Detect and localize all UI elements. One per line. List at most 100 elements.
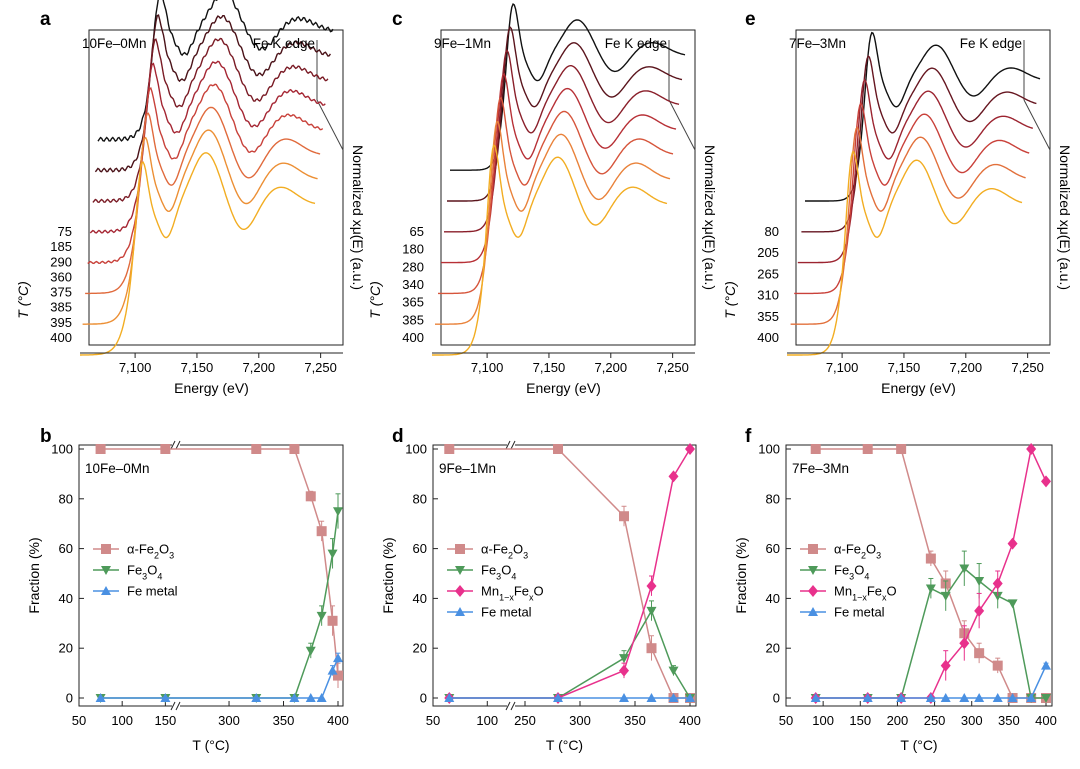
- data-point-triangle-down-marker: [668, 666, 679, 676]
- temperature-label: 365: [402, 295, 424, 310]
- data-point-square-marker: [289, 444, 300, 454]
- sample-label: 9Fe–1Mn: [434, 36, 491, 51]
- legend-label: Mn1−xFexO: [834, 584, 897, 603]
- text-run: O: [534, 584, 544, 599]
- data-point-diamond-marker: [808, 585, 818, 597]
- series-triangle-up: [95, 652, 343, 702]
- sample-label: 10Fe–0Mn: [82, 36, 147, 51]
- xanes-panel-c: c 65 180 280 340 365 385 400 T (°C) 7,100 7,150 7,2…: [367, 3, 718, 396]
- text-run: 2: [508, 551, 513, 561]
- y-axis-label: Normalized xμ(E) (a.u.): [702, 145, 718, 290]
- fraction-panel-d: d 0 20 40 60 80 100 50 100 250 300 350 400 T (°C) Frac…: [380, 426, 701, 753]
- y-tick-label: 0: [420, 691, 427, 706]
- legend-entry: Fe3O4: [93, 563, 162, 582]
- axis-break-mark: [175, 440, 181, 450]
- text-run: Mn: [834, 584, 852, 599]
- data-point-triangle-up-marker: [896, 693, 907, 702]
- spectrum-line-340: [441, 72, 677, 264]
- plot-frame: [795, 29, 1051, 346]
- panel-letter-d: d: [392, 426, 404, 447]
- spectrum-line-205: [801, 54, 1037, 233]
- x-tick-label: 50: [72, 713, 86, 728]
- legend-entry: Fe3O4: [800, 563, 869, 582]
- x-axis-label: T (°C): [900, 737, 937, 753]
- text-run: 3: [876, 551, 881, 561]
- text-run: Fe: [834, 563, 849, 578]
- temperature-label: 355: [757, 309, 779, 324]
- sample-label: 7Fe–3Mn: [789, 36, 846, 51]
- spectrum-line-375: [87, 83, 324, 265]
- data-point-triangle-down-marker: [305, 646, 316, 656]
- series-square: [95, 444, 343, 689]
- data-point-square-marker: [925, 553, 936, 564]
- y-tick-label: 60: [413, 541, 427, 556]
- x-axis-label: Energy (eV): [881, 380, 956, 396]
- sample-label: 10Fe–0Mn: [85, 461, 150, 476]
- y-tick-label: 80: [766, 491, 780, 506]
- data-point-square-marker: [95, 444, 106, 454]
- y-tick-label: 80: [413, 491, 427, 506]
- data-point-square-marker: [646, 643, 657, 654]
- temperature-label: 400: [50, 330, 72, 345]
- x-tick-label: 7,150: [181, 360, 214, 375]
- series-triangle-up: [810, 660, 1051, 702]
- temperature-axis-label: T (°C): [722, 281, 738, 318]
- data-point-triangle-up-marker: [251, 693, 262, 702]
- text-run: Fe metal: [127, 584, 178, 599]
- y-axis-label: Fraction (%): [380, 537, 396, 613]
- temperature-axis-label: T (°C): [367, 281, 383, 318]
- text-run: x: [529, 593, 534, 603]
- y-tick-label: 100: [405, 442, 427, 457]
- text-run: Fe: [481, 563, 496, 578]
- y-axis-label: Fraction (%): [26, 537, 42, 613]
- data-point-square-marker: [992, 660, 1003, 671]
- edge-label: Fe K edge: [253, 36, 315, 51]
- x-tick-label: 200: [887, 713, 909, 728]
- text-run: 3: [169, 551, 174, 561]
- text-run: O: [854, 563, 864, 578]
- data-point-triangle-down-marker: [619, 654, 629, 664]
- data-point-triangle-down-marker: [646, 606, 657, 616]
- x-tick-label: 300: [569, 713, 591, 728]
- spectrum-line-385: [85, 106, 321, 295]
- temperature-label: 360: [50, 269, 72, 284]
- data-point-square-marker: [862, 444, 873, 454]
- x-tick-label: 7,200: [595, 360, 628, 375]
- data-point-square-marker: [101, 544, 111, 554]
- spectrum-line-185: [94, 14, 331, 173]
- data-point-square-marker: [305, 491, 316, 502]
- temperature-label: 280: [402, 259, 424, 274]
- spectrum-line-365: [438, 96, 674, 295]
- data-point-square-marker: [553, 444, 563, 454]
- data-point-triangle-up-marker: [646, 693, 657, 702]
- data-point-diamond-marker: [974, 604, 985, 617]
- text-run: O: [147, 563, 157, 578]
- data-point-triangle-down-marker: [455, 566, 465, 575]
- text-run: Fe: [514, 584, 529, 599]
- spectrum-line-400: [432, 144, 668, 356]
- data-point-triangle-down-marker: [327, 549, 338, 559]
- text-run: 2: [154, 551, 159, 561]
- legend-entry: Fe metal: [93, 584, 178, 599]
- data-point-triangle-up-marker: [974, 693, 985, 702]
- series-line: [100, 657, 339, 699]
- text-run: Fe metal: [834, 605, 885, 620]
- data-point-triangle-up-marker: [305, 693, 316, 702]
- text-run: 3: [496, 572, 501, 582]
- legend-entry: Mn1−xFexO: [800, 584, 897, 603]
- x-tick-label: 100: [476, 713, 498, 728]
- spectrum-line-180: [447, 25, 683, 202]
- x-tick-label: 300: [218, 713, 240, 728]
- data-point-square-marker: [619, 511, 629, 522]
- legend-entry: Fe3O4: [447, 563, 516, 582]
- plot-frame: [785, 444, 1053, 707]
- spectrum-line-395: [82, 129, 318, 325]
- text-run: 3: [849, 572, 854, 582]
- data-point-triangle-down-marker: [1007, 599, 1018, 609]
- x-tick-label: 50: [426, 713, 440, 728]
- edge-label: Fe K edge: [960, 36, 1022, 51]
- data-point-square-marker: [327, 615, 338, 626]
- legend-entry: α-Fe2O3: [447, 542, 528, 561]
